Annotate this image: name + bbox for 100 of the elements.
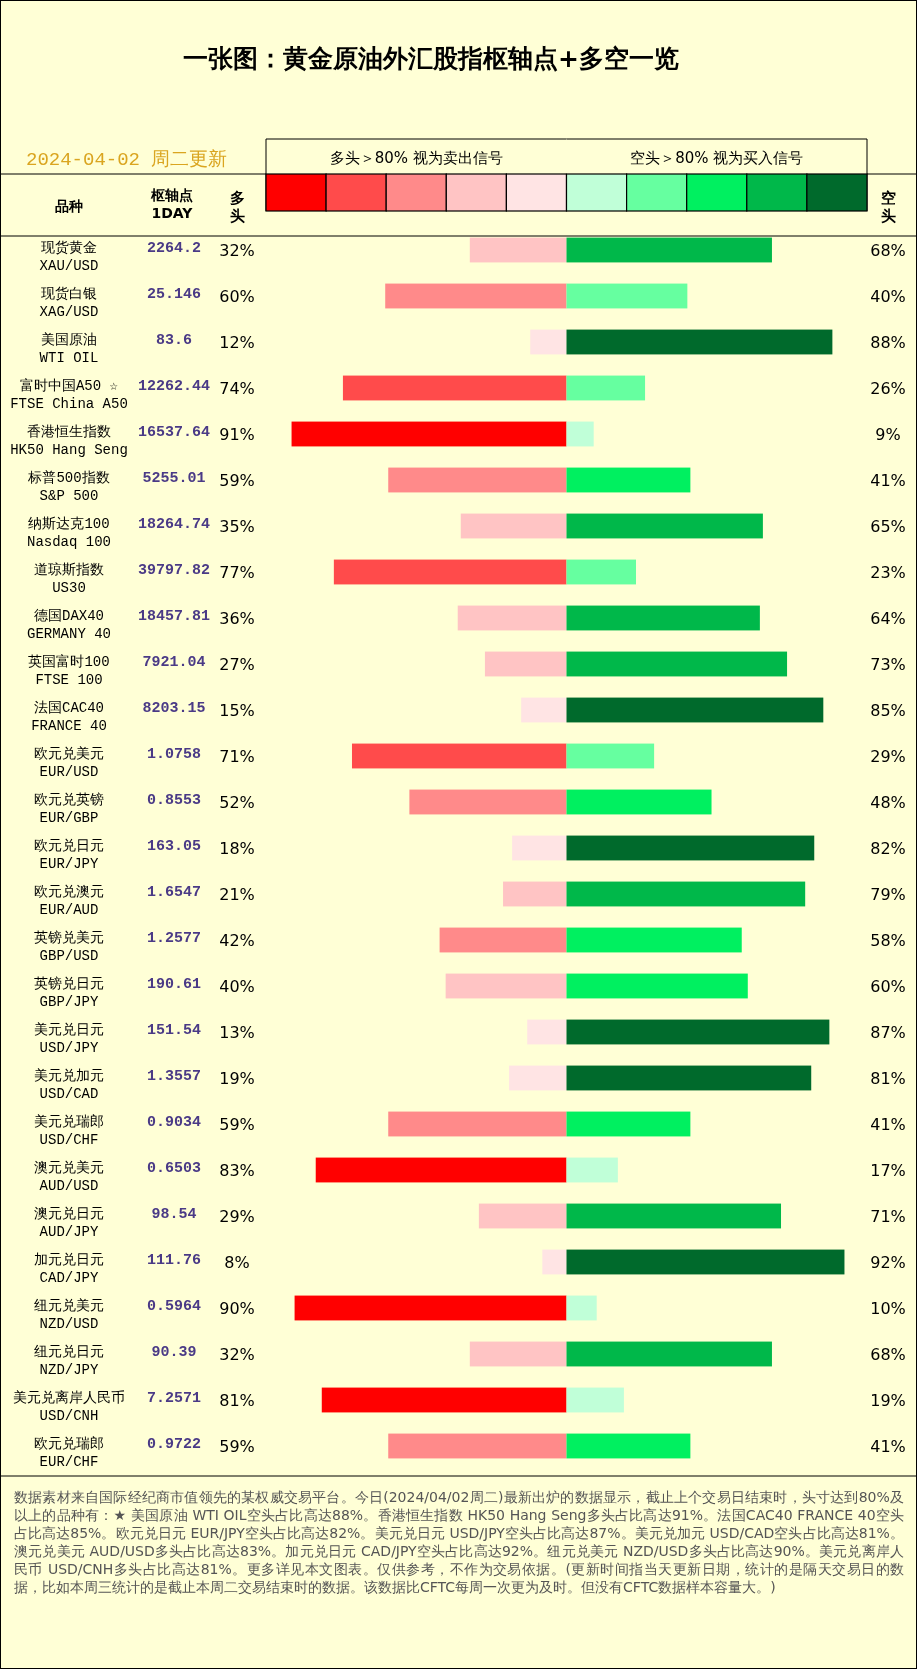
y-tick-label: 现货白银 XAG/USD — [39, 286, 99, 320]
title: 一张图：黄金原油外汇股指枢轴点+多空一览 — [183, 44, 679, 73]
y-tick-label: 英国富时100 FTSE 100 — [28, 654, 110, 688]
pivot: 12262.44 — [138, 378, 210, 395]
value-label: 48% — [870, 793, 906, 812]
y-tick-label: 标普500指数 S&P 500 — [27, 469, 110, 504]
pivot: 98.54 — [151, 1206, 197, 1223]
subtitle: 2024-04-02 周二更新 — [26, 149, 228, 171]
y-tick-label: 法国CAC40 FRANCE 40 — [31, 700, 107, 734]
y-tick-label: 欧元兑美元 EUR/USD — [34, 746, 104, 780]
value-label: 13% — [219, 1023, 255, 1042]
value-label: 40% — [870, 287, 906, 306]
pivot: 0.9034 — [147, 1114, 201, 1131]
value-label: 74% — [219, 379, 255, 398]
value-label: 68% — [870, 241, 906, 260]
value-label: 87% — [870, 1023, 906, 1042]
value-label: 41% — [870, 1437, 906, 1456]
value-label: 41% — [870, 471, 906, 490]
pivot: 90.39 — [151, 1344, 197, 1361]
ylabel: 品种 — [55, 198, 83, 214]
value-label: 60% — [870, 977, 906, 996]
value-label: 21% — [219, 885, 255, 904]
value-label: 91% — [219, 425, 255, 444]
value-label: 42% — [219, 931, 255, 950]
value-label: 83% — [219, 1161, 255, 1180]
value-label: 41% — [870, 1115, 906, 1134]
y-tick-label: 欧元兑英镑 EUR/GBP — [34, 792, 104, 826]
y-tick-label: 欧元兑澳元 EUR/AUD — [34, 884, 104, 918]
value-label: 85% — [870, 701, 906, 720]
value-label: 88% — [870, 333, 906, 352]
y-tick-label: 加元兑日元 CAD/JPY — [34, 1252, 104, 1286]
y-tick-label: 美元兑瑞郎 USD/CHF — [34, 1114, 104, 1148]
value-label: 8% — [224, 1253, 250, 1272]
value-label: 15% — [219, 701, 255, 720]
value-label: 19% — [870, 1391, 906, 1410]
pivot: 1.3557 — [147, 1068, 201, 1085]
y-tick-label: 英镑兑美元 GBP/USD — [34, 930, 104, 964]
value-label: 92% — [870, 1253, 906, 1272]
y-tick-label: 现货黄金 XAU/USD — [39, 240, 99, 274]
y-tick-label: 美元兑日元 USD/JPY — [34, 1022, 104, 1056]
value-label: 26% — [870, 379, 906, 398]
value-label: 60% — [219, 287, 255, 306]
value-label: 68% — [870, 1345, 906, 1364]
value-label: 52% — [219, 793, 255, 812]
value-label: 64% — [870, 609, 906, 628]
value-label: 36% — [219, 609, 255, 628]
pivot: 111.76 — [147, 1252, 201, 1269]
value-label: 73% — [870, 655, 906, 674]
y-tick-label: 澳元兑日元 AUD/JPY — [34, 1206, 104, 1240]
value-label: 27% — [219, 655, 255, 674]
value-label: 79% — [870, 885, 906, 904]
pivot: 25.146 — [147, 286, 201, 303]
y-tick-label: 纽元兑日元 NZD/JPY — [34, 1344, 104, 1378]
value-label: 29% — [219, 1207, 255, 1226]
value-label: 23% — [870, 563, 906, 582]
note: 数据素材来自国际经纪商市值领先的某权威交易平台。今日(2024/04/02周二)最新出炉的数据显示，截止上个交易日结束时，头寸达到80%及以上的品种有：★ 美国原油 WTI OIL空头占比高达88%。香港恒生指数 HK50 Hang Seng多头占比高达91%。法国CAC40 FRANCE 40空头占比高达85%。欧元兑日元 EUR/JPY空头占比高达82%。美元兑日元 USD/JPY空头占比高达87%。美元兑加元 USD/CAD空头占比高达81%。澳元兑美元 AUD/USD多头占比高达83%。加元兑日元 CAD/JPY空头占比高达92%。纽元兑美元 NZD/USD多头占比高达90%。美元兑离岸人民币 USD/CNH多头占比高达81%。更多详见本文图表。仅供参考，不作为交易依据。(更新时间指当天更新日期，统计的是隔天交易日的数据，比如本周三统计的是截止本周二交易结束时的数据。该数据比CFTC每周一次更为及时。但没有CFTC数据样本容量大。) — [14, 1488, 904, 1596]
pivot: 5255.01 — [142, 470, 206, 487]
value-label: 71% — [219, 747, 255, 766]
value-label: 29% — [870, 747, 906, 766]
value-label: 65% — [870, 517, 906, 536]
value-label: 9% — [875, 425, 901, 444]
value-label: 81% — [870, 1069, 906, 1088]
value-label: 59% — [219, 1437, 255, 1456]
value-label: 19% — [219, 1069, 255, 1088]
y-tick-label: 美元兑加元 USD/CAD — [34, 1068, 104, 1102]
value-label: 12% — [219, 333, 255, 352]
series-name: 多头 — [229, 189, 245, 225]
y-tick-label: 澳元兑美元 AUD/USD — [34, 1160, 104, 1194]
pivot: 0.6503 — [147, 1160, 201, 1177]
value-label: 82% — [870, 839, 906, 858]
legend-title: 多头＞80% 视为卖出信号 — [329, 149, 503, 167]
pivot: 163.05 — [147, 838, 201, 855]
value-label: 90% — [219, 1299, 255, 1318]
legend-title: 空头＞80% 视为买入信号 — [630, 149, 804, 167]
pivot: 16537.64 — [138, 424, 210, 441]
value-label: 77% — [219, 563, 255, 582]
pivot: 1.2577 — [147, 930, 201, 947]
pivot: 7.2571 — [147, 1390, 201, 1407]
y-tick-label: 纽元兑美元 NZD/USD — [34, 1298, 104, 1332]
y-tick-label: 道琼斯指数 US30 — [34, 562, 104, 596]
pivot: 190.61 — [147, 976, 201, 993]
value-label: 59% — [219, 1115, 255, 1134]
y-tick-label: 英镑兑日元 GBP/JPY — [34, 976, 104, 1010]
value-label: 35% — [219, 517, 255, 536]
value-label: 17% — [870, 1161, 906, 1180]
pivot: 8203.15 — [142, 700, 206, 717]
value-label: 32% — [219, 241, 255, 260]
y-tick-label: 欧元兑瑞郎 EUR/CHF — [34, 1436, 104, 1470]
pivot: 1.6547 — [147, 884, 201, 901]
pivot: 39797.82 — [138, 562, 210, 579]
pivot: 0.8553 — [147, 792, 201, 809]
value-label: 58% — [870, 931, 906, 950]
value-label: 32% — [219, 1345, 255, 1364]
y-tick-label: 美国原油 WTI OIL — [39, 332, 99, 366]
value-label: 81% — [219, 1391, 255, 1410]
pivot: 0.9722 — [147, 1436, 201, 1453]
value-label: 10% — [870, 1299, 906, 1318]
pivot: 0.5964 — [147, 1298, 201, 1315]
y-tick-label: 美元兑离岸人民币 USD/CNH — [13, 1390, 125, 1424]
value-label: 18% — [219, 839, 255, 858]
